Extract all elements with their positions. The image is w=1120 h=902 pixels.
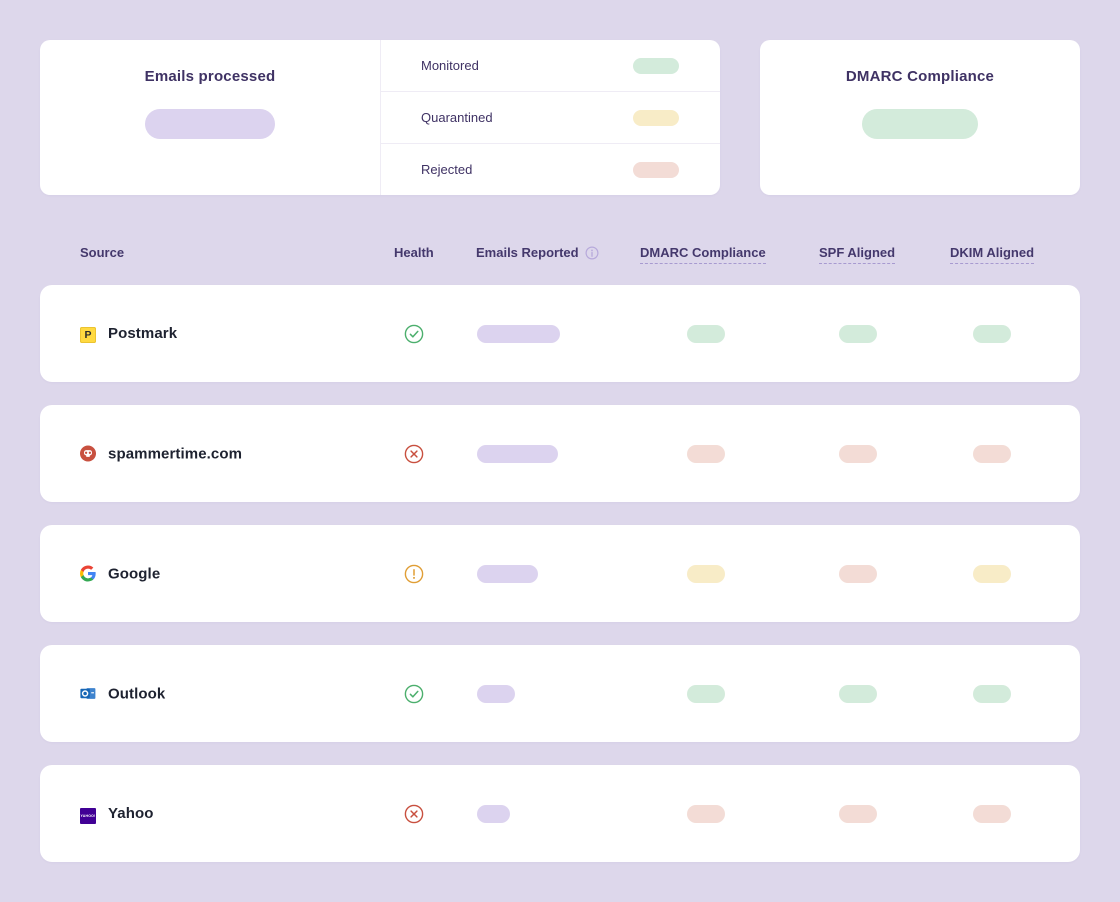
stat-label: Monitored (421, 58, 479, 73)
dmarc-compliance-card: DMARC Compliance (760, 40, 1080, 195)
yahoo-logo-icon: YAHOO! (80, 807, 96, 824)
dmarc-compliance-pill (687, 804, 725, 823)
stat-row-quarantined: Quarantined (381, 92, 720, 144)
spammertime-logo-icon (80, 445, 96, 462)
health-status-cell (404, 804, 424, 824)
source-icon-slot (80, 565, 96, 582)
source-row-yahoo[interactable]: YAHOO! Yahoo (40, 765, 1080, 862)
source-icon-slot: P (80, 325, 96, 343)
column-header-emails-reported-label: Emails Reported (476, 245, 579, 260)
dkim-aligned-pill (973, 684, 1011, 703)
emails-reported-pill (477, 684, 515, 703)
stat-value-pill (633, 161, 679, 178)
emails-processed-title: Emails processed (144, 68, 276, 85)
health-error-icon (404, 444, 424, 463)
postmark-logo-icon: P (80, 326, 96, 343)
health-status-cell (404, 444, 424, 464)
source-cell: Outlook (80, 685, 165, 702)
emails-reported-pill (477, 564, 538, 583)
dmarc-compliance-pill (687, 444, 725, 463)
spf-aligned-pill (839, 684, 877, 703)
source-icon-slot (80, 686, 96, 702)
dmarc-compliance-title: DMARC Compliance (845, 68, 995, 85)
source-cell: P Postmark (80, 325, 177, 343)
stat-row-rejected: Rejected (381, 144, 720, 195)
source-row-postmark[interactable]: P Postmark (40, 285, 1080, 382)
stat-value-pill (633, 57, 679, 74)
emails-processed-card: Emails processed Monitored Quarantined R… (40, 40, 720, 195)
health-ok-icon (404, 684, 424, 703)
google-logo-icon (80, 565, 96, 582)
emails-reported-pill (477, 804, 510, 823)
outlook-logo-icon (80, 688, 96, 699)
source-row-spammertime[interactable]: spammertime.com (40, 405, 1080, 502)
source-icon-slot (80, 445, 96, 462)
spf-aligned-pill (839, 324, 877, 343)
email-status-breakdown: Monitored Quarantined Rejected (380, 40, 720, 195)
source-row-google[interactable]: Google (40, 525, 1080, 622)
emails-processed-section: Emails processed (40, 40, 380, 195)
dmarc-compliance-value-pill (862, 109, 978, 139)
dmarc-compliance-pill (687, 564, 725, 583)
source-name: Postmark (108, 325, 178, 342)
source-name: Yahoo (108, 805, 154, 822)
spf-aligned-pill (839, 564, 877, 583)
emails-reported-pill (477, 324, 560, 343)
health-ok-icon (404, 324, 424, 343)
dkim-aligned-pill (973, 444, 1011, 463)
health-error-icon (404, 804, 424, 823)
stat-row-monitored: Monitored (381, 40, 720, 92)
sources-table-header: Source Health Emails Reported DMARC Comp… (40, 245, 1080, 265)
stat-label: Quarantined (421, 110, 493, 125)
emails-processed-value-pill (145, 109, 275, 139)
column-header-dkim-aligned[interactable]: DKIM Aligned (950, 245, 1035, 264)
summary-cards: Emails processed Monitored Quarantined R… (40, 40, 1080, 195)
spf-aligned-pill (839, 444, 877, 463)
source-name: Outlook (108, 685, 166, 702)
stat-value-pill (633, 109, 679, 126)
source-icon-slot: YAHOO! (80, 804, 96, 824)
stat-label: Rejected (421, 162, 473, 177)
source-cell: spammertime.com (80, 445, 242, 462)
source-name: Google (108, 565, 161, 582)
source-name: spammertime.com (108, 445, 243, 462)
source-cell: Google (80, 565, 160, 582)
health-warning-icon (404, 564, 424, 583)
dmarc-compliance-pill (687, 684, 725, 703)
column-header-emails-reported: Emails Reported (476, 245, 599, 260)
health-status-cell (404, 564, 424, 584)
source-row-outlook[interactable]: Outlook (40, 645, 1080, 742)
health-status-cell (404, 684, 424, 704)
health-status-cell (404, 324, 424, 344)
column-header-dmarc-compliance[interactable]: DMARC Compliance (640, 245, 766, 264)
dkim-aligned-pill (973, 804, 1011, 823)
dkim-aligned-pill (973, 324, 1011, 343)
emails-reported-pill (477, 444, 558, 463)
column-header-spf-aligned[interactable]: SPF Aligned (819, 245, 896, 264)
dmarc-compliance-pill (687, 324, 725, 343)
dkim-aligned-pill (973, 564, 1011, 583)
column-header-health: Health (394, 245, 434, 260)
info-icon[interactable] (585, 245, 599, 260)
source-cell: YAHOO! Yahoo (80, 804, 154, 824)
sources-table-body: P Postmark spammertime.com (40, 285, 1080, 862)
spf-aligned-pill (839, 804, 877, 823)
column-header-source: Source (80, 245, 125, 260)
